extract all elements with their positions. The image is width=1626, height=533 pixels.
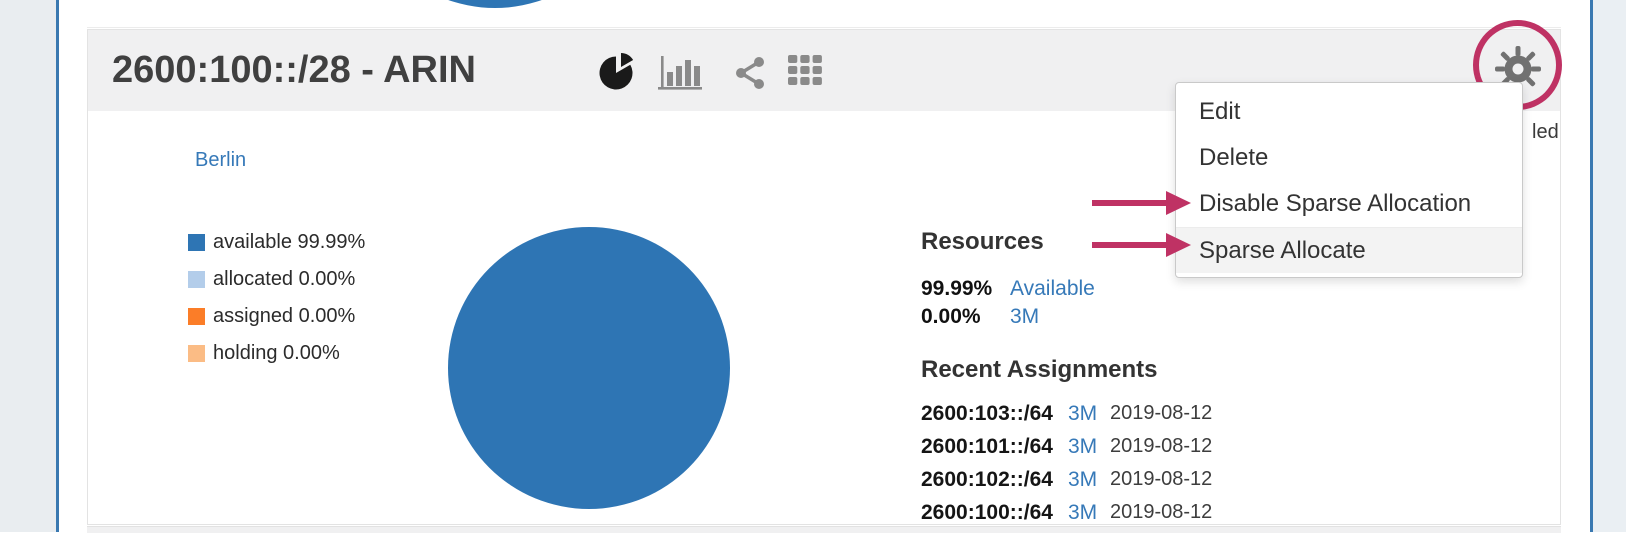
legend-label: allocated 0.00% (213, 267, 356, 290)
menu-item-delete[interactable]: Delete (1199, 144, 1269, 171)
assignment-date: 2019-08-12 (1110, 402, 1213, 424)
assignment-cidr: 2600:101::/64 (921, 435, 1053, 458)
region-link-berlin[interactable]: Berlin (195, 149, 247, 171)
legend-item[interactable]: available 99.99% (188, 230, 365, 254)
partially-occluded-status-label: led (1532, 121, 1559, 143)
resources-heading: Resources (921, 228, 1044, 255)
recent-assignments-heading: Recent Assignments (921, 356, 1158, 383)
bar-chart-view-icon[interactable] (658, 54, 702, 94)
legend-swatch-available (188, 233, 205, 251)
previous-pie-chart-bottom-arc (354, 0, 636, 8)
legend-item[interactable]: assigned 0.00% (188, 304, 365, 328)
utilization-pie-chart (448, 227, 730, 509)
assignment-date: 2019-08-12 (1110, 501, 1213, 523)
assignment-link-3m[interactable]: 3M (1068, 435, 1098, 458)
resource-value: 0.00% (921, 305, 981, 328)
legend-label: available 99.99% (213, 230, 366, 253)
assignment-date: 2019-08-12 (1110, 435, 1213, 457)
previous-card-bottom-border (87, 27, 1561, 28)
legend-swatch-assigned (188, 307, 205, 325)
pie-legend: available 99.99% allocated 0.00% assigne… (188, 230, 365, 378)
resource-link-available[interactable]: Available (1010, 277, 1095, 300)
assignment-link-3m[interactable]: 3M (1068, 501, 1098, 524)
resource-link-3m[interactable]: 3M (1010, 305, 1040, 328)
panel-right-border (1590, 0, 1593, 532)
assignment-link-3m[interactable]: 3M (1068, 402, 1098, 425)
legend-swatch-holding (188, 344, 205, 362)
legend-label: holding 0.00% (213, 341, 340, 364)
assignment-cidr: 2600:103::/64 (921, 402, 1053, 425)
page-right-margin (1593, 0, 1626, 532)
assignment-date: 2019-08-12 (1110, 468, 1213, 490)
legend-swatch-allocated (188, 270, 205, 288)
page-left-margin (0, 0, 56, 532)
resource-value: 99.99% (921, 277, 993, 300)
grid-view-icon[interactable] (788, 55, 822, 85)
legend-item[interactable]: allocated 0.00% (188, 267, 365, 291)
legend-item[interactable]: holding 0.00% (188, 341, 365, 365)
next-card-header-top (87, 526, 1561, 533)
pie-chart-view-icon[interactable] (597, 52, 637, 92)
assignment-cidr: 2600:102::/64 (921, 468, 1053, 491)
menu-item-edit[interactable]: Edit (1199, 98, 1241, 125)
block-title: 2600:100::/28 - ARIN (112, 49, 476, 91)
gear-dropdown-menu: Edit Delete Disable Sparse Allocation Sp… (1175, 82, 1523, 278)
block-card-header: 2600:100::/28 - ARIN (88, 30, 1560, 111)
legend-label: assigned 0.00% (213, 304, 356, 327)
menu-item-disable-sparse-allocation[interactable]: Disable Sparse Allocation (1199, 190, 1472, 217)
assignment-link-3m[interactable]: 3M (1068, 468, 1098, 491)
menu-item-sparse-allocate[interactable]: Sparse Allocate (1176, 227, 1522, 273)
share-icon[interactable] (732, 55, 768, 91)
annotation-arrow-sparse-allocate (1092, 233, 1191, 257)
panel-left-border (56, 0, 59, 532)
assignment-cidr: 2600:100::/64 (921, 501, 1053, 524)
annotation-arrow-disable-sparse (1092, 191, 1191, 215)
